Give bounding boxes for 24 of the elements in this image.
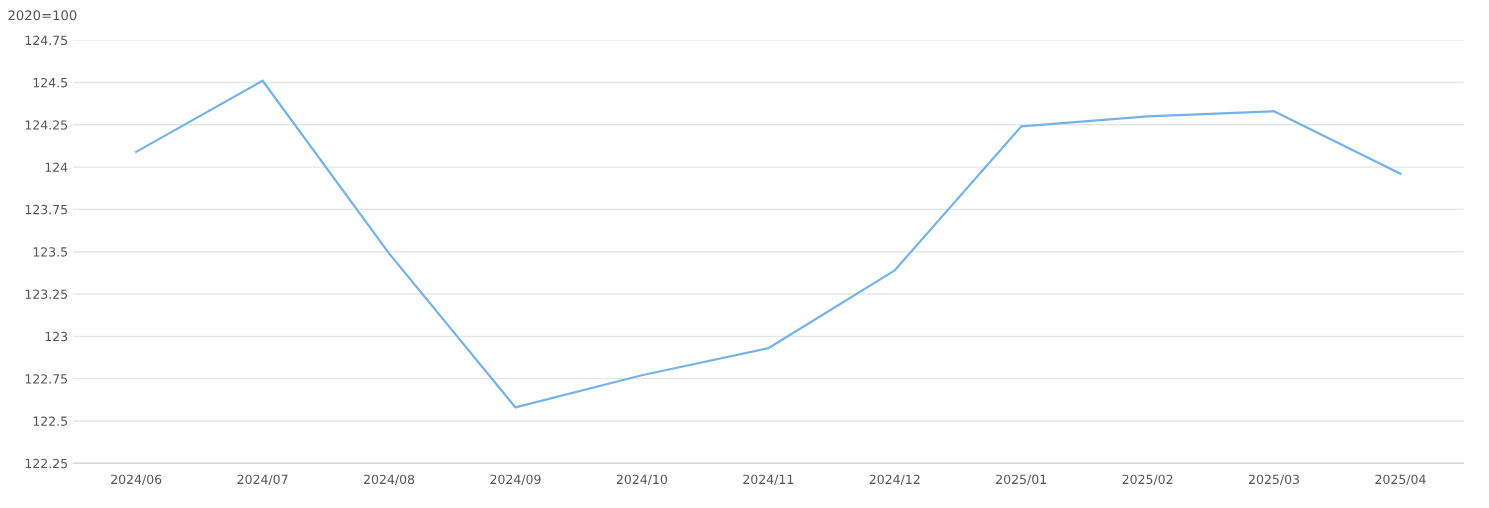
x-tick-label: 2024/07: [237, 474, 288, 486]
x-tick-label: 2024/08: [363, 474, 415, 486]
y-axis-title: 2020=100: [8, 10, 77, 21]
y-tick-label: 122.75: [25, 374, 68, 384]
x-tick-label: 2024/10: [616, 474, 668, 486]
line-series: [135, 79, 1402, 409]
x-tick-label: 2024/09: [490, 474, 541, 486]
x-tick-label: 2024/06: [111, 474, 162, 486]
y-tick-label: 123.25: [25, 289, 68, 299]
y-tick-label: 124.75: [25, 35, 68, 46]
x-tick-label: 2025/03: [1248, 474, 1299, 486]
y-tick-label: 123.75: [25, 204, 68, 215]
y-tick-label: 122.25: [25, 458, 68, 469]
y-tick-label: 124: [45, 162, 68, 172]
x-tick-label: 2025/02: [1122, 474, 1173, 486]
x-tick-label: 2024/12: [869, 474, 920, 486]
y-tick-label: 123: [45, 331, 68, 342]
y-tick-label: 124.5: [33, 77, 68, 88]
x-tick-label: 2025/01: [996, 474, 1046, 486]
y-tick-label: 122.5: [33, 416, 68, 426]
x-tick-label: 2024/11: [743, 474, 794, 486]
y-tick-label: 124.25: [25, 120, 68, 130]
x-tick-label: 2025/04: [1375, 474, 1426, 486]
y-tick-label: 123.5: [33, 247, 68, 257]
